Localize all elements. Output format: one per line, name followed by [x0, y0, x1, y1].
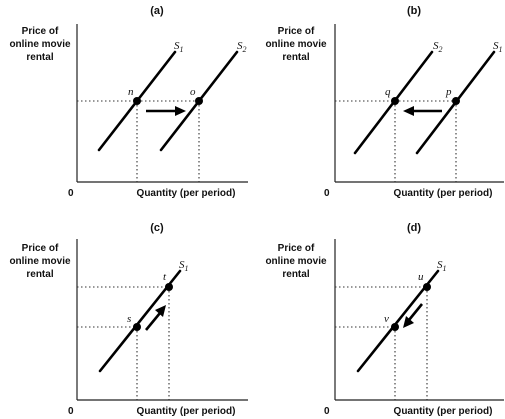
panel-c-ylabel-line2: online movie: [9, 256, 71, 267]
panel-a-label-n: n: [128, 86, 134, 98]
panel-c-ylabel-line3: rental: [26, 269, 53, 280]
panel-b-label-p: p: [445, 86, 452, 98]
panel-d-point-v: [391, 323, 399, 331]
panel-c-label-s: s: [127, 313, 131, 325]
panel-b-origin: 0: [324, 188, 330, 199]
panel-d: (d) Price of online movie rental 0 Quant…: [265, 222, 504, 417]
panel-d-ylabel-line1: Price of: [278, 243, 315, 254]
panel-c-s1-label: S1: [179, 259, 189, 273]
panel-c-point-s: [133, 323, 141, 331]
panel-d-label-v: v: [384, 313, 389, 325]
panel-a-s1-label: S1: [174, 40, 184, 54]
panel-a-ylabel-line2: online movie: [9, 39, 71, 50]
panel-a: (a) Price of online movie rental 0 Quant…: [9, 5, 248, 199]
panel-b-point-q: [391, 97, 399, 105]
panel-b-title: (b): [407, 5, 421, 17]
panel-c: (c) Price of online movie rental 0 Quant…: [9, 222, 248, 417]
panel-a-shift-arrow: [146, 106, 186, 116]
panel-c-xlabel: Quantity (per period): [137, 406, 236, 417]
panel-a-s2-label: S2: [237, 40, 247, 54]
panel-d-move-arrow: [403, 303, 424, 328]
panel-a-point-n: [133, 97, 141, 105]
panel-d-label-u: u: [418, 271, 424, 283]
panel-b-xlabel: Quantity (per period): [394, 188, 493, 199]
panel-a-xlabel: Quantity (per period): [137, 188, 236, 199]
panel-d-ylabel-line2: online movie: [265, 256, 327, 267]
panel-d-xlabel: Quantity (per period): [394, 406, 493, 417]
panel-c-origin: 0: [68, 406, 74, 417]
panel-b-label-q: q: [385, 86, 391, 98]
panel-a-title: (a): [150, 5, 164, 17]
panel-a-label-o: o: [190, 86, 196, 98]
panel-b-shift-arrow: [403, 106, 442, 116]
panel-b-ylabel-line3: rental: [282, 52, 309, 63]
panel-b-s1-label: S1: [493, 40, 503, 54]
panel-b: (b) Price of online movie rental 0 Quant…: [265, 5, 504, 199]
panel-a-point-o: [195, 97, 203, 105]
panel-c-title: (c): [150, 222, 164, 234]
panel-c-ylabel-line1: Price of: [22, 243, 59, 254]
panel-a-ylabel-line1: Price of: [22, 26, 59, 37]
panel-d-origin: 0: [324, 406, 330, 417]
panel-c-move-arrow: [144, 305, 166, 331]
panel-c-point-t: [165, 283, 173, 291]
panel-d-point-u: [423, 283, 431, 291]
panel-d-ylabel-line3: rental: [282, 269, 309, 280]
panel-c-label-t: t: [163, 271, 167, 283]
panel-b-ylabel-line2: online movie: [265, 39, 327, 50]
panel-d-title: (d): [407, 222, 421, 234]
panel-b-point-p: [452, 97, 460, 105]
panel-d-s1-label: S1: [437, 259, 447, 273]
panel-a-origin: 0: [68, 188, 74, 199]
panel-b-ylabel-line1: Price of: [278, 26, 315, 37]
panel-a-ylabel-line3: rental: [26, 52, 53, 63]
panel-b-s2-label: S2: [433, 40, 443, 54]
